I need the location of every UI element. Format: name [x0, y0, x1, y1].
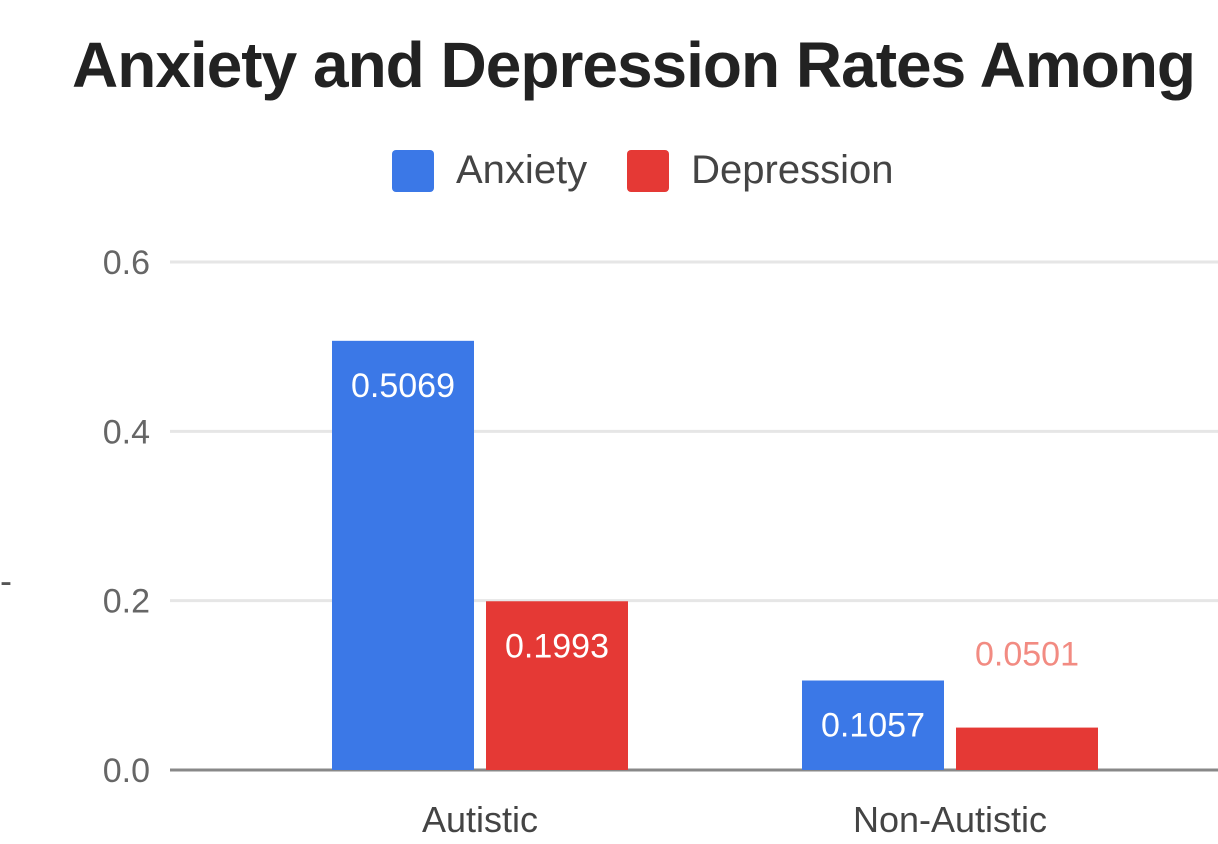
y-tick-label: 0.4: [103, 413, 150, 451]
legend: Anxiety Depression: [392, 148, 916, 193]
data-label: 0.0501: [975, 636, 1079, 674]
legend-item-depression: Depression: [627, 148, 894, 193]
data-label: 0.5069: [351, 367, 455, 405]
chart-title: Anxiety and Depression Rates Among: [72, 29, 1196, 101]
legend-swatch-depression: [627, 149, 670, 192]
y-axis-label-stub: -: [0, 560, 12, 601]
legend-label-anxiety: Anxiety: [456, 148, 588, 192]
legend-item-anxiety: Anxiety: [392, 148, 587, 193]
x-category-label: Non-Autistic: [853, 799, 1047, 840]
y-tick-label: 0.2: [103, 583, 150, 621]
data-label: 0.1057: [821, 707, 925, 745]
legend-swatch-anxiety: [392, 149, 434, 192]
bar-depression-non-autistic: [956, 727, 1098, 770]
bar-anxiety-autistic: [332, 340, 474, 770]
y-tick-label: 0.0: [103, 752, 150, 790]
data-label: 0.1993: [505, 627, 609, 665]
x-category-label: Autistic: [422, 799, 538, 840]
bar-depression-autistic: [486, 601, 628, 770]
bar-anxiety-non-autistic: [802, 680, 944, 770]
y-tick-label: 0.6: [103, 244, 150, 282]
legend-label-depression: Depression: [691, 148, 894, 192]
